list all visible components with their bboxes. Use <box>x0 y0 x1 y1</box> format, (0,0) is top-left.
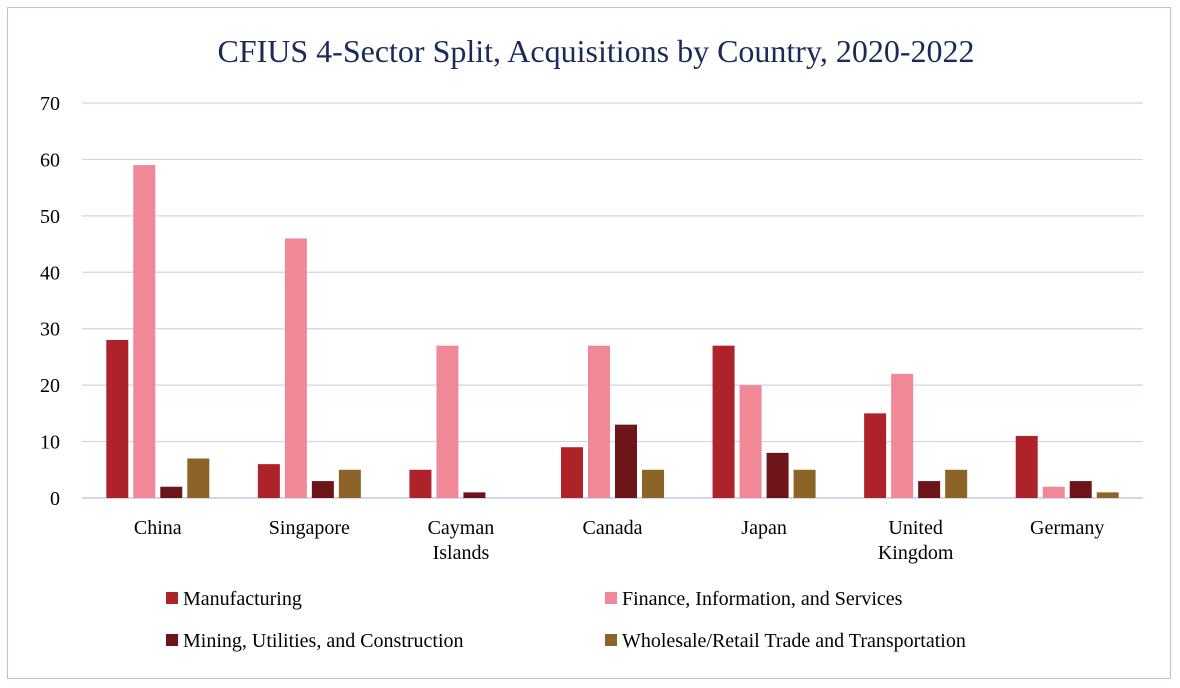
bar <box>561 447 583 498</box>
legend-swatch <box>605 592 617 604</box>
bars <box>106 165 1119 499</box>
legend-swatch <box>605 634 617 646</box>
bar <box>864 413 887 498</box>
x-tick-label: Germany <box>1030 517 1104 539</box>
bar <box>945 469 968 498</box>
bar <box>918 481 941 498</box>
bar <box>712 345 735 498</box>
bar <box>160 486 183 498</box>
bar <box>615 424 637 498</box>
y-tick-label: 0 <box>50 488 60 510</box>
legend-label: Manufacturing <box>183 588 302 610</box>
legend-swatch <box>166 592 178 604</box>
x-tick-label: Cayman <box>428 517 495 539</box>
bar <box>106 340 129 498</box>
chart-title: CFIUS 4-Sector Split, Acquisitions by Co… <box>217 33 974 69</box>
bar <box>766 452 789 498</box>
x-tick-label: Kingdom <box>878 542 954 564</box>
x-axis: China Singapore Cayman Islands Canada Japan Un… <box>134 517 1105 564</box>
bar <box>642 469 664 498</box>
bar <box>588 345 610 498</box>
y-tick-label: 30 <box>40 319 60 341</box>
x-tick-label: United <box>888 517 942 539</box>
y-tick-label: 70 <box>40 93 60 115</box>
bar <box>187 458 210 498</box>
legend-label: Finance, Information, and Services <box>622 588 903 610</box>
bar <box>1096 492 1119 498</box>
bar <box>1042 486 1065 498</box>
bar <box>739 385 762 498</box>
bar <box>436 345 459 498</box>
x-tick-label: China <box>134 517 182 539</box>
bar <box>338 469 361 498</box>
bar <box>311 481 334 498</box>
y-tick-label: 10 <box>40 432 60 454</box>
y-tick-label: 60 <box>40 149 60 171</box>
y-tick-label: 20 <box>40 375 60 397</box>
bar <box>257 464 280 498</box>
legend-label: Mining, Utilities, and Construction <box>183 630 464 652</box>
bar <box>284 238 307 498</box>
x-tick-label: Singapore <box>269 517 350 539</box>
y-tick-label: 40 <box>40 262 60 284</box>
y-axis: 0 10 20 30 40 50 60 70 <box>40 93 60 510</box>
x-tick-label: Canada <box>583 517 643 539</box>
bar <box>1069 481 1092 498</box>
chart-frame <box>7 7 1171 679</box>
bar <box>891 373 914 498</box>
bar <box>793 469 816 498</box>
y-tick-label: 50 <box>40 206 60 228</box>
bar <box>133 165 156 499</box>
bar <box>463 492 486 498</box>
legend-label: Wholesale/Retail Trade and Transportatio… <box>622 630 966 652</box>
legend-swatch <box>166 634 178 646</box>
x-tick-label: Japan <box>741 517 787 539</box>
legend: Manufacturing Finance, Information, and S… <box>166 588 966 652</box>
bar <box>1015 435 1038 498</box>
x-tick-label: Islands <box>433 542 490 564</box>
grid-lines <box>82 102 1143 499</box>
bar <box>409 469 432 498</box>
